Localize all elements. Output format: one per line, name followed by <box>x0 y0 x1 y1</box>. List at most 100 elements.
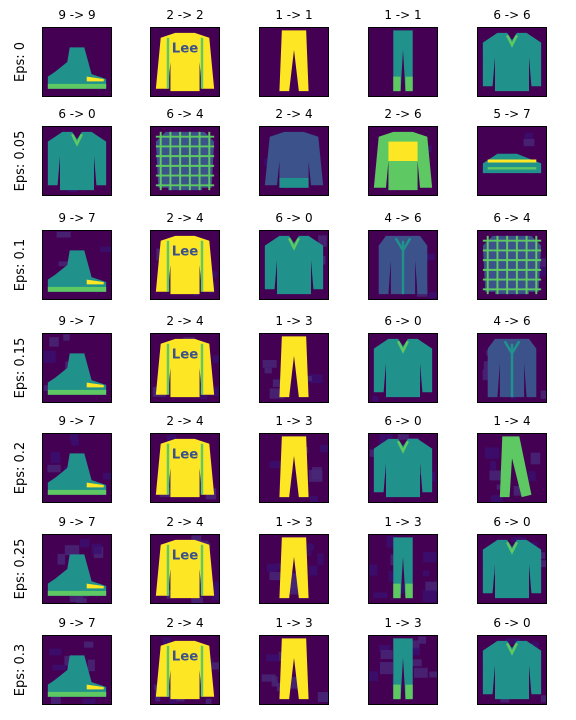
image-panel <box>368 333 438 403</box>
cell-title: 9 -> 7 <box>58 515 96 529</box>
cell-title: 1 -> 4 <box>493 414 531 428</box>
image-sneaker-boot <box>43 535 111 603</box>
image-lee-sweater: Lee <box>151 28 219 96</box>
image-shirt <box>369 434 437 502</box>
image-panel: Lee <box>150 333 220 403</box>
cell-title: 6 -> 4 <box>166 107 204 121</box>
cell-title: 2 -> 2 <box>166 8 204 22</box>
image-panel: Lee <box>150 635 220 705</box>
image-panel <box>42 433 112 503</box>
image-panel <box>259 433 329 503</box>
image-trousers <box>260 636 328 704</box>
cell-title: 1 -> 3 <box>384 616 422 630</box>
cell-title: 2 -> 4 <box>166 211 204 225</box>
image-panel <box>477 126 547 196</box>
svg-text:Lee: Lee <box>172 347 199 362</box>
image-panel <box>259 27 329 97</box>
image-panel <box>42 27 112 97</box>
image-panel <box>42 230 112 300</box>
cell-title: 2 -> 4 <box>166 515 204 529</box>
image-sandal <box>478 127 546 195</box>
image-sneaker-boot <box>43 636 111 704</box>
image-panel <box>477 433 547 503</box>
image-shirt <box>478 535 546 603</box>
image-panel <box>42 333 112 403</box>
image-panel <box>259 534 329 604</box>
image-panel <box>259 126 329 196</box>
image-lee-sweater: Lee <box>151 636 219 704</box>
image-panel <box>368 27 438 97</box>
cell-title: 4 -> 6 <box>493 314 531 328</box>
cell-title: 1 -> 1 <box>275 8 313 22</box>
image-panel <box>259 635 329 705</box>
row-label: Eps: 0.05 <box>13 130 28 192</box>
cell-title: 6 -> 0 <box>58 107 96 121</box>
cell-title: 1 -> 3 <box>275 616 313 630</box>
image-panel: Lee <box>150 433 220 503</box>
cell-title: 2 -> 4 <box>275 107 313 121</box>
image-panel: Lee <box>150 230 220 300</box>
cell-title: 9 -> 7 <box>58 414 96 428</box>
cell-title: 2 -> 4 <box>166 616 204 630</box>
svg-text:Lee: Lee <box>172 548 199 563</box>
cell-title: 2 -> 4 <box>166 414 204 428</box>
row-label: Eps: 0 <box>13 41 28 83</box>
image-panel <box>150 126 220 196</box>
image-panel <box>42 635 112 705</box>
cell-title: 2 -> 6 <box>384 107 422 121</box>
image-panel <box>368 230 438 300</box>
image-panel <box>259 230 329 300</box>
image-panel <box>477 27 547 97</box>
cell-title: 1 -> 3 <box>275 515 313 529</box>
cell-title: 6 -> 0 <box>493 616 531 630</box>
cell-title: 6 -> 0 <box>384 414 422 428</box>
svg-text:Lee: Lee <box>172 649 199 664</box>
image-panel <box>259 333 329 403</box>
svg-text:Lee: Lee <box>172 244 199 259</box>
cell-title: 2 -> 4 <box>166 314 204 328</box>
cell-title: 6 -> 6 <box>493 8 531 22</box>
row-label: Eps: 0.15 <box>13 337 28 399</box>
cell-title: 9 -> 9 <box>58 8 96 22</box>
image-trousers <box>260 334 328 402</box>
image-lee-sweater: Lee <box>151 231 219 299</box>
cell-title: 9 -> 7 <box>58 314 96 328</box>
image-trousers <box>260 28 328 96</box>
cell-title: 6 -> 0 <box>275 211 313 225</box>
image-trousers-thin <box>369 28 437 96</box>
image-panel <box>368 126 438 196</box>
image-trousers-thin <box>369 535 437 603</box>
row-label: Eps: 0.2 <box>13 441 28 495</box>
cell-title: 1 -> 3 <box>275 314 313 328</box>
cell-title: 1 -> 3 <box>384 515 422 529</box>
image-sweater-dark <box>260 127 328 195</box>
image-sneaker-boot <box>43 28 111 96</box>
image-coat <box>369 231 437 299</box>
cell-title: 4 -> 6 <box>384 211 422 225</box>
image-panel <box>42 534 112 604</box>
image-lee-sweater: Lee <box>151 434 219 502</box>
image-sweater-bright <box>369 127 437 195</box>
image-lee-sweater: Lee <box>151 535 219 603</box>
cell-title: 1 -> 1 <box>384 8 422 22</box>
image-panel <box>368 433 438 503</box>
image-panel <box>368 635 438 705</box>
image-sneaker-boot <box>43 334 111 402</box>
cell-title: 6 -> 0 <box>493 515 531 529</box>
image-panel <box>42 126 112 196</box>
image-panel: Lee <box>150 27 220 97</box>
image-shirt <box>478 636 546 704</box>
image-shirt <box>478 28 546 96</box>
image-sneaker-boot <box>43 434 111 502</box>
image-plaid-shirt <box>151 127 219 195</box>
image-coat <box>478 334 546 402</box>
svg-text:Lee: Lee <box>172 447 199 462</box>
image-panel: Lee <box>150 534 220 604</box>
cell-title: 5 -> 7 <box>493 107 531 121</box>
image-shirt <box>369 334 437 402</box>
cell-title: 9 -> 7 <box>58 616 96 630</box>
image-plaid-shirt <box>478 231 546 299</box>
image-panel <box>477 534 547 604</box>
cell-title: 1 -> 3 <box>275 414 313 428</box>
